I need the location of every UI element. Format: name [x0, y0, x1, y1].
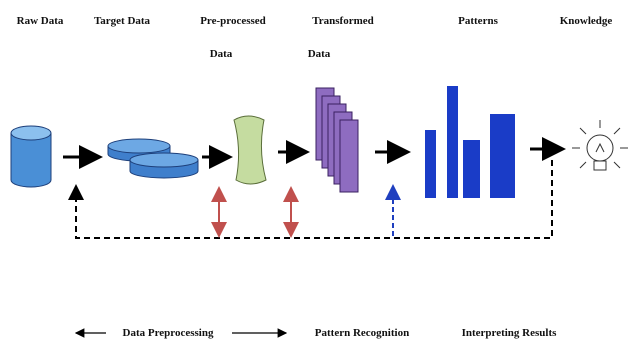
stage-label: Target Data	[94, 15, 151, 27]
transformed-icon	[316, 88, 358, 192]
knowledge-icon	[572, 120, 628, 170]
stage-label: Transformed	[312, 15, 374, 27]
phase-label: Pattern Recognition	[315, 327, 409, 339]
preprocessed-icon	[234, 116, 266, 184]
stage-label: Data	[210, 48, 233, 60]
kdd-diagram: Raw Data Target Data Pre-processed Data …	[0, 0, 630, 340]
raw-data-icon	[11, 126, 51, 187]
stage-label: Knowledge	[560, 15, 613, 27]
patterns-icon	[425, 86, 515, 198]
stage-label: Pre-processed	[200, 15, 266, 27]
page: {"stages": [ {"label_lines": ["Raw Data"…	[0, 0, 630, 340]
stage-label: Patterns	[458, 15, 498, 27]
phase-label: Data Preprocessing	[123, 327, 214, 339]
target-data-icon	[108, 139, 198, 178]
phase-label: Interpreting Results	[462, 327, 558, 339]
stage-label: Data	[308, 48, 331, 60]
stage-label: Raw Data	[17, 15, 64, 27]
